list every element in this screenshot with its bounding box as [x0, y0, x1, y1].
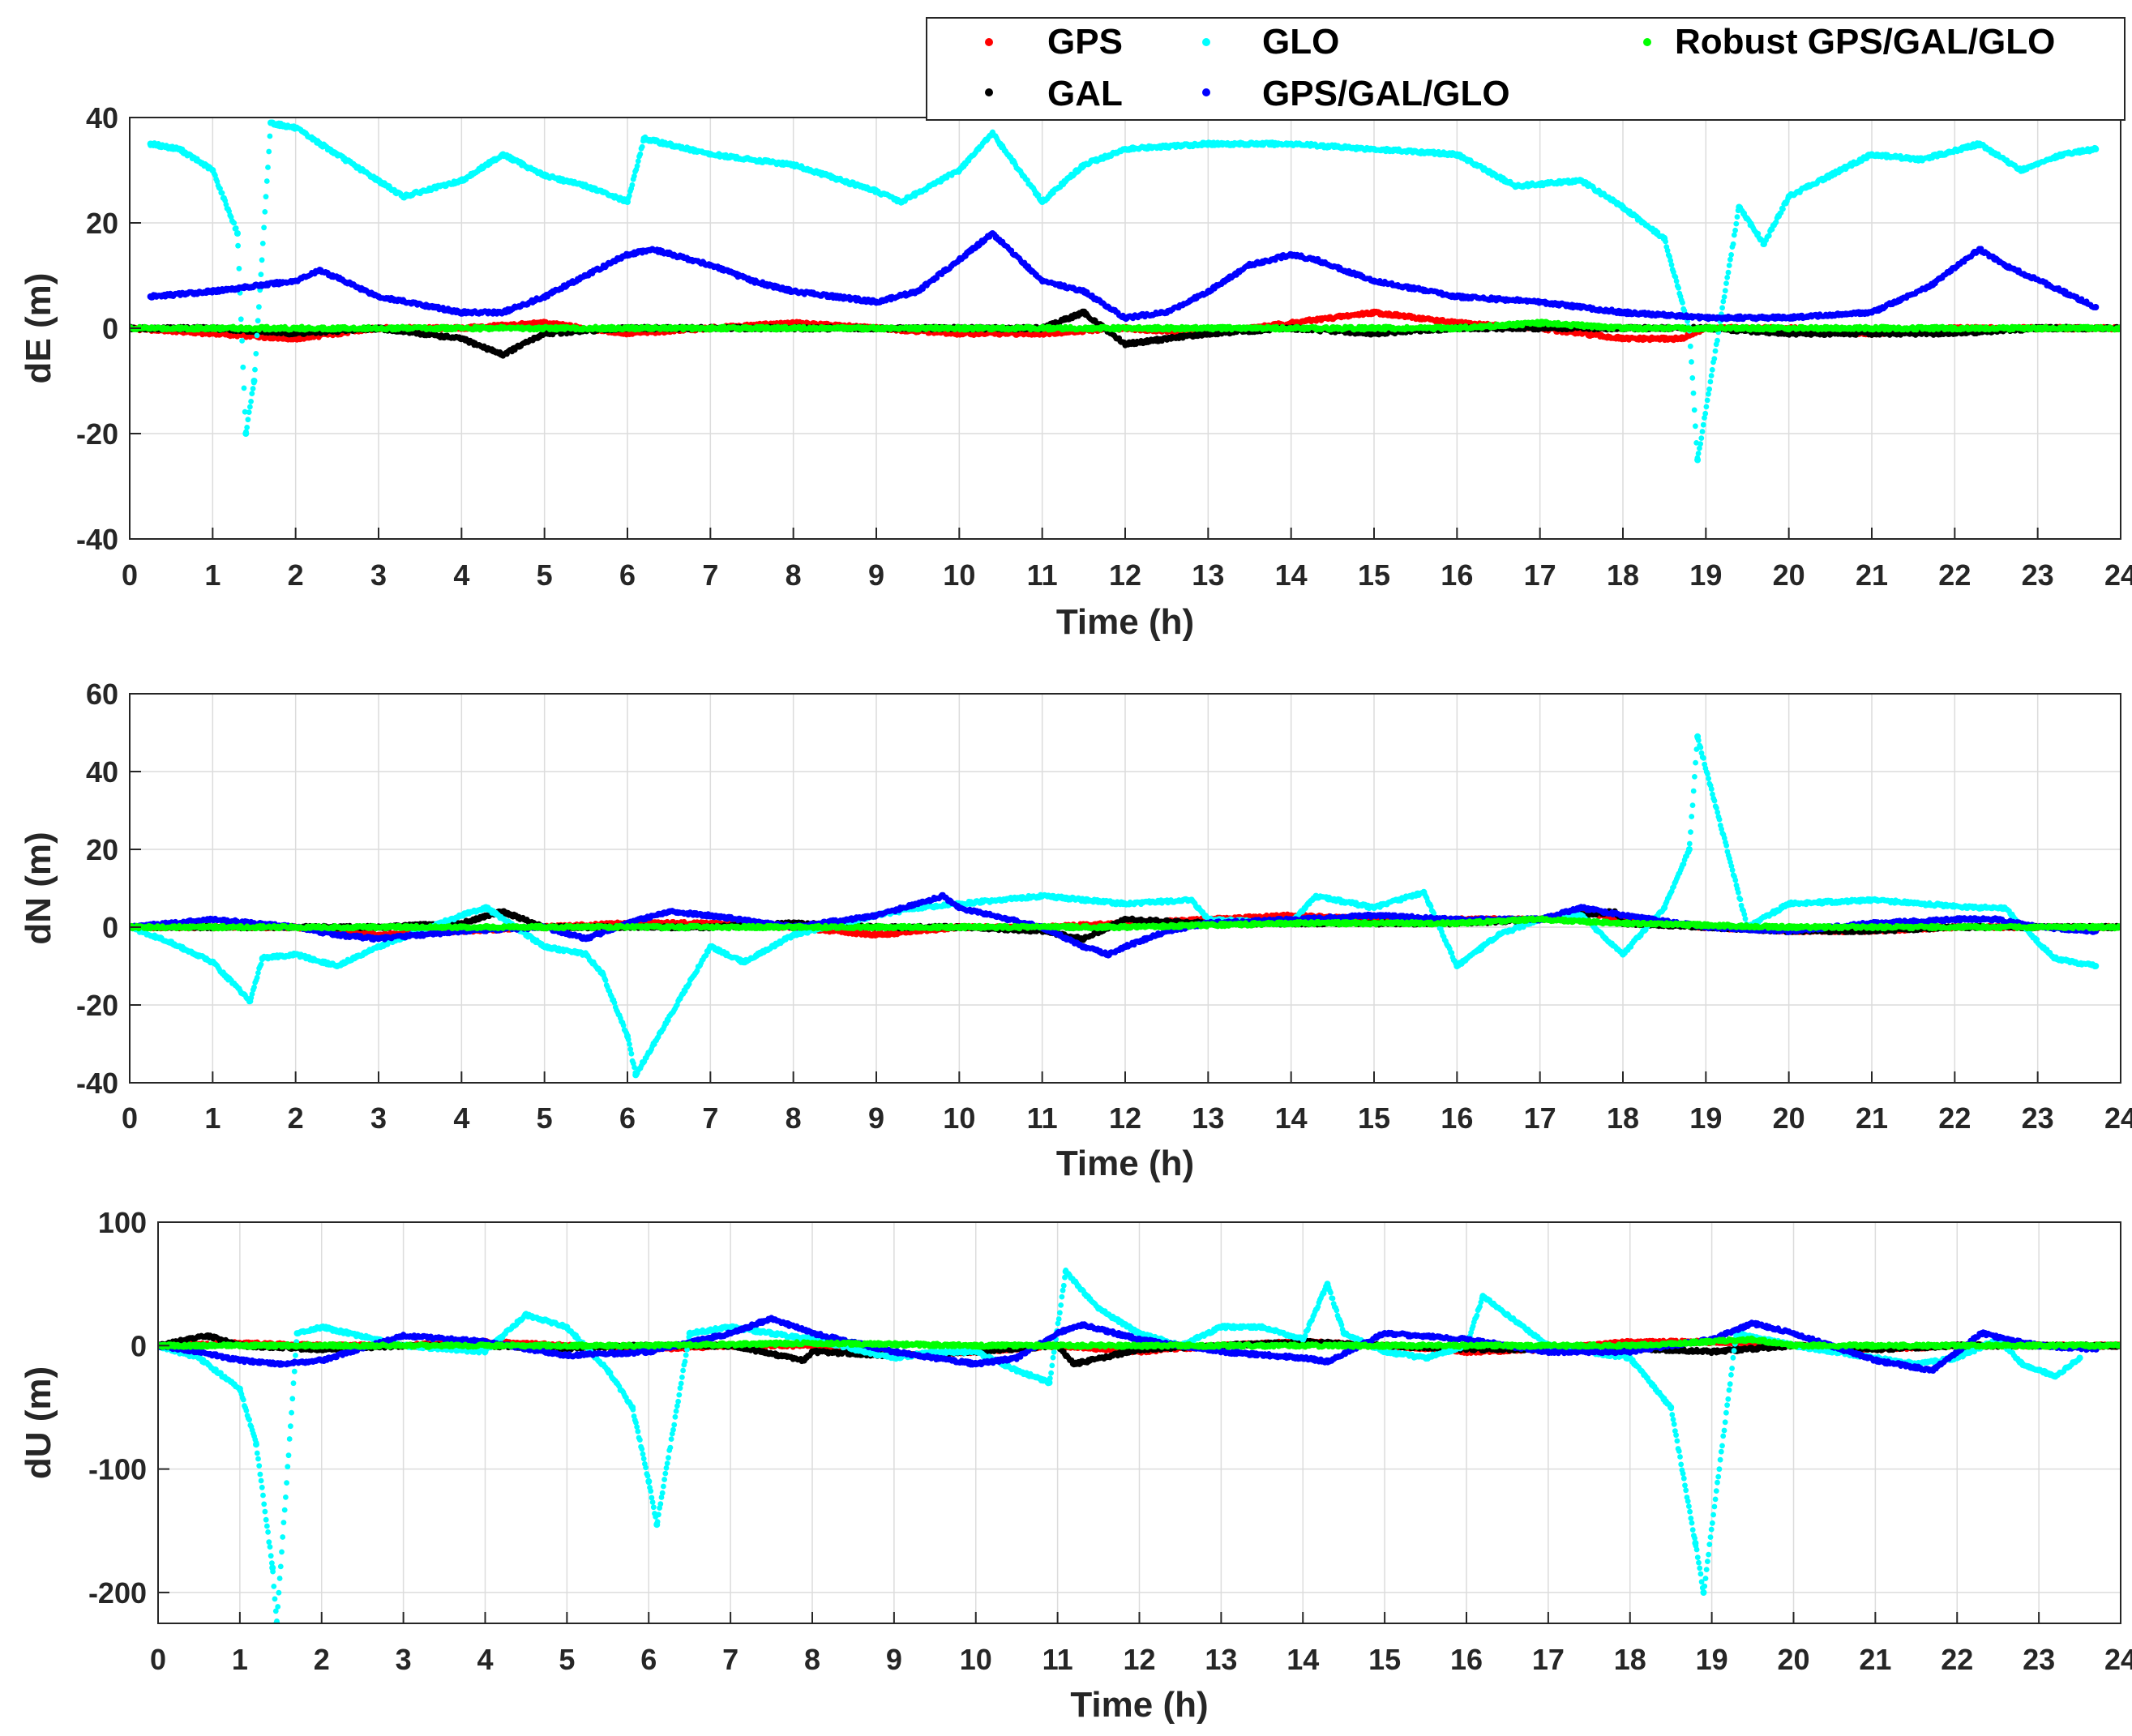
data-point — [259, 241, 266, 246]
data-point — [250, 386, 256, 391]
data-point — [263, 194, 269, 200]
data-point — [1371, 309, 1377, 316]
data-point — [238, 316, 244, 323]
data-point — [631, 173, 637, 179]
data-point — [245, 417, 251, 423]
data-point — [217, 186, 223, 192]
data-point — [252, 366, 258, 373]
data-point — [263, 178, 270, 184]
data-point — [247, 404, 253, 410]
data-point — [634, 163, 640, 169]
data-point — [261, 224, 267, 231]
data-point — [635, 158, 641, 165]
data-point — [241, 385, 247, 391]
data-point — [626, 193, 632, 199]
data-point — [1620, 336, 1626, 342]
data-point — [233, 225, 239, 231]
series-glo — [147, 119, 2100, 464]
data-point — [637, 151, 644, 157]
data-point — [244, 425, 250, 430]
data-point — [262, 209, 268, 215]
data-point — [265, 165, 271, 170]
data-point — [258, 272, 264, 277]
data-point — [236, 266, 242, 272]
data-point — [235, 242, 241, 249]
data-point — [249, 391, 255, 396]
data-point — [1122, 340, 1128, 348]
data-point — [266, 148, 272, 155]
data-point — [259, 257, 265, 263]
data-point — [1080, 309, 1087, 316]
data-point — [256, 304, 262, 310]
data-point — [499, 351, 507, 358]
plot-area — [130, 119, 2121, 464]
data-point — [1205, 330, 1212, 337]
chart-panels: 0 1 2 3 4 5 6 7 8 9 10 11 12 13 14 15 16 17 18 19 20 21 22 23 24… — [19, 101, 2132, 1725]
data-point — [267, 133, 273, 139]
data-point — [219, 190, 225, 196]
data-point — [246, 409, 252, 415]
data-point — [629, 182, 636, 188]
chart-panel-1: 0 1 2 3 4 5 6 7 8 9 10 11 12 13 14 15 16 17 18 19 20 21 22 23 24… — [19, 101, 2132, 642]
data-point — [254, 332, 260, 339]
data-point — [292, 330, 299, 337]
data-point — [239, 338, 245, 344]
data-point — [255, 318, 261, 324]
data-point — [292, 336, 299, 342]
data-point — [458, 336, 465, 342]
data-point — [240, 364, 246, 370]
data-point — [248, 399, 254, 404]
data-point — [253, 351, 259, 357]
data-point — [1677, 336, 1685, 342]
data-point — [639, 143, 645, 150]
data-point — [231, 220, 238, 226]
